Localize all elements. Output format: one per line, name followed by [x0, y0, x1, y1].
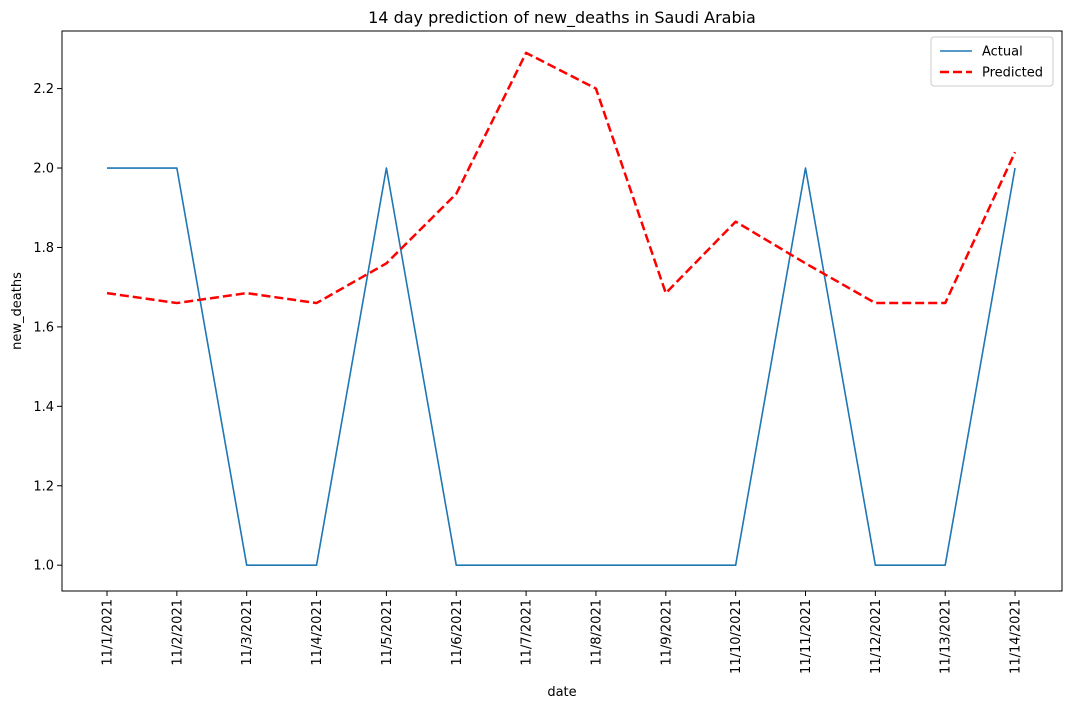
- legend: Actual Predicted: [930, 36, 1054, 87]
- series-layer: [106, 51, 1017, 566]
- x-tick-label: 11/7/2021: [520, 599, 535, 666]
- x-tick-label: 11/2/2021: [170, 599, 185, 666]
- y-tick-label: 1.8: [33, 241, 54, 256]
- legend-box: [930, 36, 1054, 87]
- x-tick-label: 11/13/2021: [939, 599, 954, 674]
- legend-label-predicted: Predicted: [982, 66, 1043, 81]
- x-tick-label: 11/6/2021: [450, 599, 465, 666]
- y-axis-label: new_deaths: [10, 272, 25, 350]
- x-axis-label: date: [547, 685, 576, 700]
- x-axis: 11/1/2021 11/2/2021 11/3/2021 11/4/2021 11/5…: [101, 591, 1024, 674]
- y-tick-label: 2.2: [33, 82, 54, 97]
- x-tick-label: 11/4/2021: [310, 599, 325, 666]
- y-tick-label: 2.0: [33, 162, 54, 177]
- x-tick-label: 11/10/2021: [729, 599, 744, 674]
- legend-label-actual: Actual: [982, 45, 1023, 60]
- y-tick-label: 1.2: [33, 479, 54, 494]
- x-tick-label: 11/3/2021: [240, 599, 255, 666]
- y-tick-label: 1.0: [33, 559, 54, 574]
- x-tick-label: 11/11/2021: [799, 599, 814, 674]
- x-tick-label: 11/5/2021: [380, 599, 395, 666]
- x-tick-label: 11/12/2021: [869, 599, 884, 674]
- plot-area: [61, 30, 1063, 592]
- x-tick-label: 11/14/2021: [1009, 599, 1024, 674]
- series-line-actual: [107, 167, 1016, 566]
- x-tick-label: 11/8/2021: [589, 599, 604, 666]
- y-tick-label: 1.6: [33, 320, 54, 335]
- x-tick-label: 11/9/2021: [659, 599, 674, 666]
- series-line-predicted: [106, 51, 1017, 305]
- chart-title: 14 day prediction of new_deaths in Saudi…: [368, 8, 756, 28]
- y-axis: 1.0 1.2 1.4 1.6 1.8 2.0 2.2: [33, 82, 62, 574]
- y-tick-label: 1.4: [33, 400, 54, 415]
- x-tick-label: 11/1/2021: [101, 599, 116, 666]
